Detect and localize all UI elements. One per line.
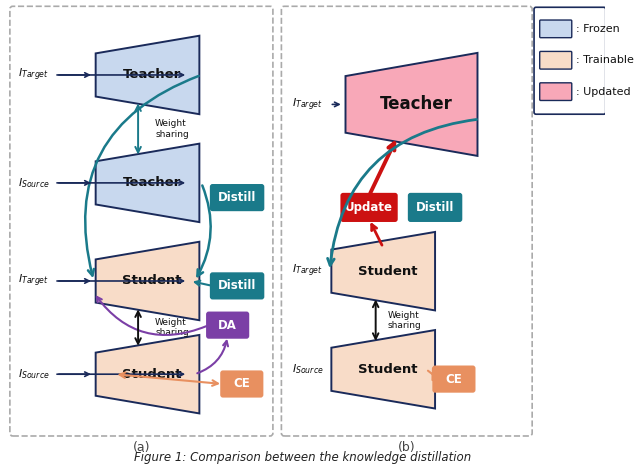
Text: Teacher: Teacher (123, 69, 181, 81)
Text: : Trainable: : Trainable (575, 55, 634, 65)
Polygon shape (332, 330, 435, 409)
FancyBboxPatch shape (540, 51, 572, 69)
FancyBboxPatch shape (433, 366, 475, 392)
FancyBboxPatch shape (540, 20, 572, 38)
Text: : Updated: : Updated (575, 87, 630, 97)
FancyBboxPatch shape (221, 371, 262, 397)
Text: Distill: Distill (416, 201, 454, 214)
Text: Weight
sharing: Weight sharing (155, 318, 189, 337)
FancyBboxPatch shape (534, 7, 605, 114)
FancyBboxPatch shape (211, 185, 264, 210)
Text: Student: Student (358, 363, 418, 376)
FancyBboxPatch shape (211, 273, 264, 299)
Text: Figure 1: Comparison between the knowledge distillation: Figure 1: Comparison between the knowled… (134, 451, 472, 464)
Text: $I_{Target}$: $I_{Target}$ (19, 67, 49, 83)
Text: Distill: Distill (218, 191, 256, 204)
Text: : Frozen: : Frozen (575, 24, 620, 34)
Text: (b): (b) (398, 441, 415, 454)
Polygon shape (332, 232, 435, 311)
Polygon shape (95, 144, 200, 222)
Text: $I_{Source}$: $I_{Source}$ (19, 176, 50, 190)
Text: Student: Student (122, 275, 182, 288)
Text: Student: Student (122, 368, 182, 381)
Text: Distill: Distill (218, 279, 256, 292)
Text: $I_{Target}$: $I_{Target}$ (19, 273, 49, 289)
FancyBboxPatch shape (207, 312, 248, 338)
Polygon shape (95, 335, 200, 413)
Text: Weight
sharing: Weight sharing (155, 119, 189, 139)
FancyBboxPatch shape (409, 194, 461, 221)
Text: $I_{Source}$: $I_{Source}$ (19, 367, 50, 381)
Text: DA: DA (218, 318, 237, 332)
Text: Student: Student (358, 265, 418, 278)
Text: Weight
sharing: Weight sharing (388, 311, 422, 330)
FancyBboxPatch shape (540, 83, 572, 100)
Text: (a): (a) (132, 441, 150, 454)
Text: Teacher: Teacher (380, 95, 452, 113)
Polygon shape (346, 53, 477, 156)
Polygon shape (95, 36, 200, 114)
Text: $I_{Target}$: $I_{Target}$ (292, 96, 323, 113)
Text: CE: CE (445, 373, 462, 386)
FancyBboxPatch shape (341, 194, 397, 221)
Text: CE: CE (234, 377, 250, 390)
Text: Update: Update (345, 201, 393, 214)
Text: $I_{Source}$: $I_{Source}$ (292, 362, 324, 376)
Text: Teacher: Teacher (123, 177, 181, 190)
Text: $I_{Target}$: $I_{Target}$ (292, 263, 323, 279)
Polygon shape (95, 242, 200, 320)
